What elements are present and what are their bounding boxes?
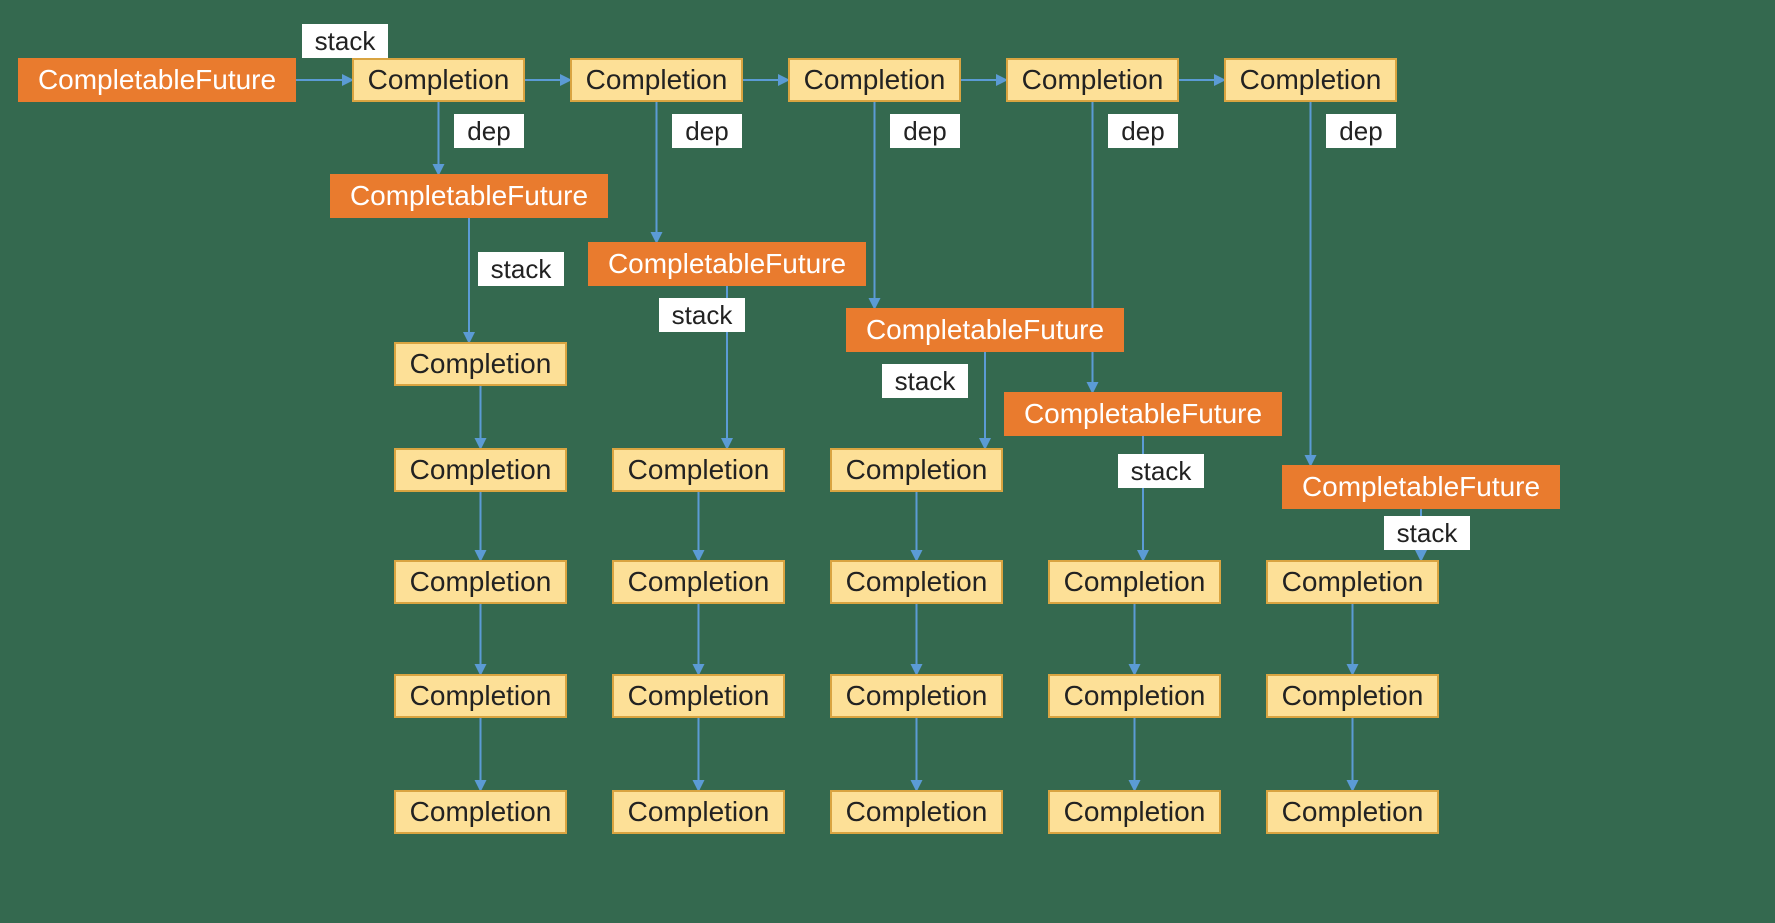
node-lbl_dep1: dep (454, 114, 524, 148)
node-lbl_stack3: stack (882, 364, 968, 398)
node-cf4: CompletableFuture (1004, 392, 1282, 436)
node-lbl_stack5: stack (1384, 516, 1470, 550)
node-c0_1: Completion (352, 58, 525, 102)
node-c4_2: Completion (1048, 674, 1221, 718)
node-c5_1: Completion (1266, 560, 1439, 604)
node-c0_3: Completion (788, 58, 961, 102)
node-c3_1: Completion (830, 448, 1003, 492)
node-cf3: CompletableFuture (846, 308, 1124, 352)
node-c1_2: Completion (394, 448, 567, 492)
node-c1_4: Completion (394, 674, 567, 718)
node-c3_2: Completion (830, 560, 1003, 604)
node-c4_3: Completion (1048, 790, 1221, 834)
node-cf5: CompletableFuture (1282, 465, 1560, 509)
node-c3_3: Completion (830, 674, 1003, 718)
node-c4_1: Completion (1048, 560, 1221, 604)
node-c2_1: Completion (612, 448, 785, 492)
node-lbl_dep2: dep (672, 114, 742, 148)
node-c2_4: Completion (612, 790, 785, 834)
node-c3_4: Completion (830, 790, 1003, 834)
node-cf0: CompletableFuture (18, 58, 296, 102)
node-lbl_stack4: stack (1118, 454, 1204, 488)
node-lbl_dep4: dep (1108, 114, 1178, 148)
node-c0_4: Completion (1006, 58, 1179, 102)
node-c2_2: Completion (612, 560, 785, 604)
node-c5_3: Completion (1266, 790, 1439, 834)
node-c1_1: Completion (394, 342, 567, 386)
node-lbl_dep5: dep (1326, 114, 1396, 148)
node-lbl_dep3: dep (890, 114, 960, 148)
node-c2_3: Completion (612, 674, 785, 718)
node-c0_2: Completion (570, 58, 743, 102)
node-c1_3: Completion (394, 560, 567, 604)
node-cf2: CompletableFuture (588, 242, 866, 286)
node-c5_2: Completion (1266, 674, 1439, 718)
node-c1_5: Completion (394, 790, 567, 834)
node-lbl_stack0: stack (302, 24, 388, 58)
node-lbl_stack1: stack (478, 252, 564, 286)
node-c0_5: Completion (1224, 58, 1397, 102)
node-lbl_stack2: stack (659, 298, 745, 332)
node-cf1: CompletableFuture (330, 174, 608, 218)
diagram-canvas: CompletableFutureCompletionCompletionCom… (0, 0, 1775, 923)
